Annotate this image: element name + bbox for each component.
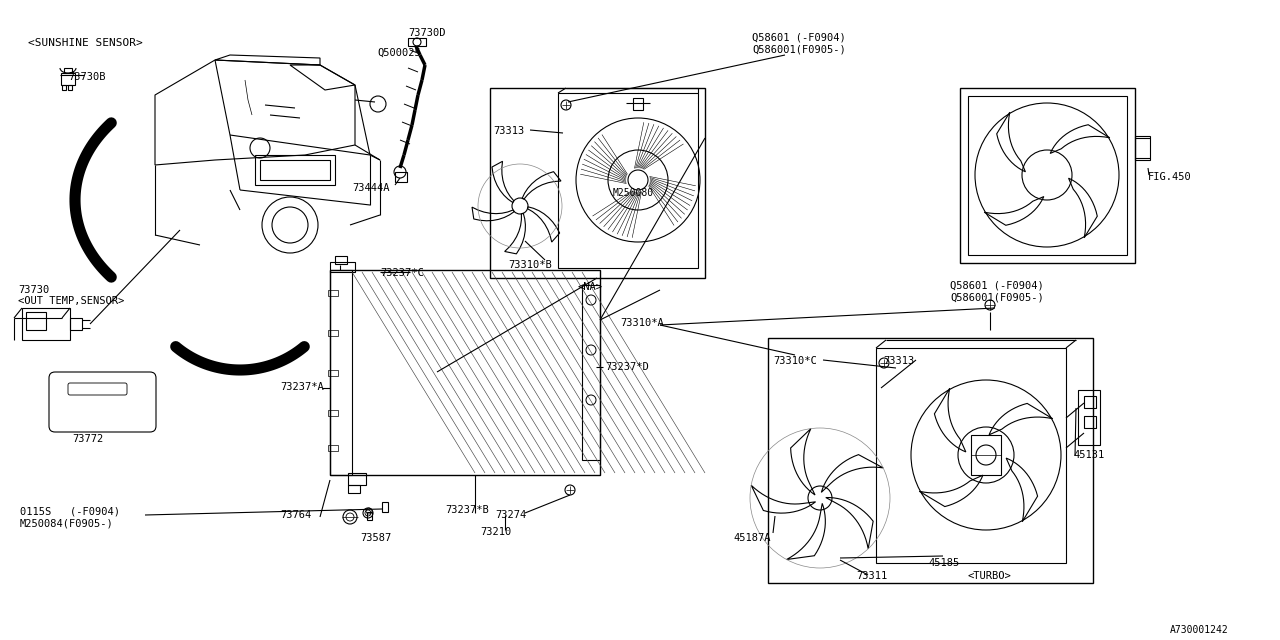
Bar: [381, 502, 388, 512]
Bar: [558, 93, 698, 268]
Bar: [968, 96, 1126, 255]
Bar: [582, 285, 600, 460]
Text: 73237*C: 73237*C: [380, 268, 424, 278]
Text: FIG.450: FIG.450: [1148, 172, 1192, 182]
Text: 73587: 73587: [360, 533, 392, 543]
Text: 73237*D: 73237*D: [605, 362, 649, 372]
Text: Q58601 (-F0904): Q58601 (-F0904): [753, 32, 846, 42]
Text: 73310*B: 73310*B: [508, 260, 552, 270]
Text: 73274: 73274: [495, 510, 526, 520]
Bar: [26, 312, 46, 330]
Bar: [876, 348, 1066, 563]
Bar: [330, 262, 355, 272]
Text: 73730B: 73730B: [68, 72, 105, 82]
Text: 73310*C: 73310*C: [773, 356, 817, 366]
Text: 73444A: 73444A: [352, 183, 390, 193]
Bar: [335, 256, 347, 264]
Bar: [328, 410, 338, 416]
Text: <TURBO>: <TURBO>: [968, 571, 1011, 581]
Bar: [348, 473, 366, 485]
Text: M250080: M250080: [613, 188, 654, 198]
Bar: [367, 512, 372, 520]
Text: Q500025: Q500025: [378, 48, 421, 58]
Bar: [1084, 416, 1096, 428]
Bar: [348, 485, 360, 493]
Text: Q58601 (-F0904): Q58601 (-F0904): [950, 280, 1043, 290]
Bar: [972, 435, 1001, 475]
Bar: [352, 272, 582, 473]
Text: <OUT TEMP,SENSOR>: <OUT TEMP,SENSOR>: [18, 296, 124, 306]
Bar: [255, 155, 335, 185]
Bar: [68, 85, 72, 90]
Text: 0115S   (-F0904): 0115S (-F0904): [20, 507, 120, 517]
Text: 73764: 73764: [280, 510, 311, 520]
Bar: [22, 308, 70, 340]
Text: 73311: 73311: [856, 571, 887, 581]
Text: <NA>: <NA>: [579, 282, 603, 292]
Text: 73772: 73772: [72, 434, 104, 444]
Text: 73730D: 73730D: [408, 28, 445, 38]
Text: 73310*A: 73310*A: [620, 318, 664, 328]
Text: 45185: 45185: [928, 558, 959, 568]
Bar: [768, 338, 1093, 583]
Bar: [330, 270, 600, 475]
Bar: [260, 160, 330, 180]
Text: 73313: 73313: [883, 356, 914, 366]
Bar: [1135, 136, 1149, 160]
Text: 73210: 73210: [480, 527, 511, 537]
Text: 73237*B: 73237*B: [445, 505, 489, 515]
Bar: [330, 270, 352, 475]
Text: M250084(F0905-): M250084(F0905-): [20, 519, 114, 529]
Bar: [1078, 390, 1100, 445]
Bar: [328, 330, 338, 336]
Text: 73730: 73730: [18, 285, 49, 295]
Text: 45187A: 45187A: [733, 533, 771, 543]
Text: 73313: 73313: [493, 126, 525, 136]
Bar: [61, 85, 67, 90]
Bar: [960, 88, 1135, 263]
Bar: [70, 318, 82, 330]
Bar: [328, 445, 338, 451]
Bar: [64, 68, 72, 73]
Text: A730001242: A730001242: [1170, 625, 1229, 635]
Text: Q586001(F0905-): Q586001(F0905-): [753, 44, 846, 54]
Bar: [61, 73, 76, 85]
Bar: [408, 38, 426, 46]
Text: <SUNSHINE SENSOR>: <SUNSHINE SENSOR>: [28, 38, 143, 48]
Bar: [328, 290, 338, 296]
Bar: [396, 172, 407, 182]
Bar: [1084, 396, 1096, 408]
Bar: [634, 98, 643, 110]
Text: 73237*A: 73237*A: [280, 382, 324, 392]
Text: 45131: 45131: [1073, 450, 1105, 460]
Bar: [328, 370, 338, 376]
Text: Q586001(F0905-): Q586001(F0905-): [950, 292, 1043, 302]
Bar: [490, 88, 705, 278]
